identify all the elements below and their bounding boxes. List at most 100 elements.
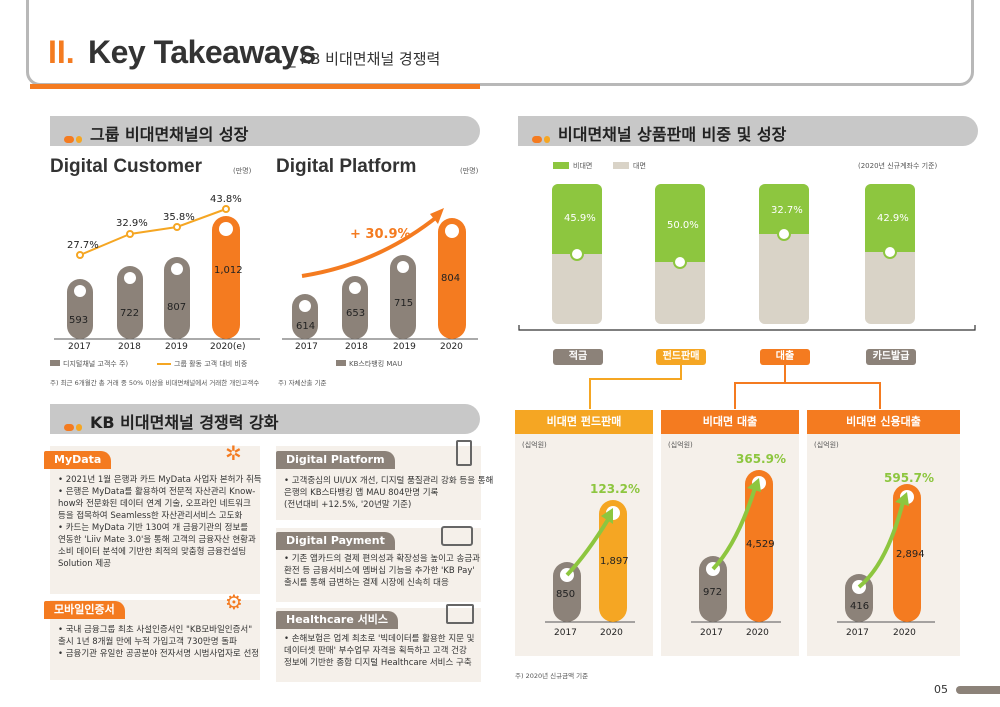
year-label: 2017 bbox=[700, 628, 723, 638]
bar-value: 653 bbox=[346, 308, 366, 319]
fund-chart bbox=[545, 500, 635, 623]
legend-mau: KB스타뱅킹 MAU bbox=[349, 360, 403, 368]
line-point bbox=[76, 251, 84, 259]
panel-charts bbox=[545, 470, 935, 623]
panel-header-fund: 비대면 펀드판매 bbox=[515, 410, 653, 434]
section-title: 그룹 비대면채널의 성장 bbox=[90, 125, 249, 144]
legend-swatch-online bbox=[553, 162, 569, 169]
bullet-dots-icon bbox=[64, 416, 84, 435]
year-label: 2017 bbox=[846, 628, 869, 638]
mobile-icon bbox=[456, 440, 472, 466]
year-label: 2018 bbox=[118, 342, 141, 352]
bar-dot bbox=[397, 261, 409, 273]
category-fund: 펀드판매 bbox=[656, 349, 706, 365]
year-label: 2019 bbox=[393, 342, 416, 352]
bar-dot bbox=[349, 282, 361, 294]
card-mydata bbox=[50, 446, 260, 594]
panel-growth: 365.9% bbox=[736, 452, 786, 466]
share-note: (2020년 신규계좌수 기준) bbox=[858, 162, 938, 170]
bar-value: 593 bbox=[69, 315, 89, 326]
tag-platform: Digital Platform bbox=[276, 451, 395, 469]
page-title: Key Takeaways bbox=[88, 34, 316, 70]
share-bar-savings bbox=[552, 184, 602, 324]
category-loan: 대출 bbox=[760, 349, 810, 365]
panel-value-2020: 2,894 bbox=[896, 549, 925, 560]
header-accent-line bbox=[30, 84, 480, 89]
pct-label: 27.7% bbox=[67, 240, 99, 251]
page-subtitle: _ KB 비대면채널 경쟁력 bbox=[288, 50, 441, 68]
profile-icon bbox=[446, 604, 474, 624]
footnote: 주) 최근 6개월간 총 거래 중 50% 이상을 비대면채널에서 거래한 개인… bbox=[50, 379, 260, 387]
ratio-line bbox=[79, 208, 227, 256]
year-label: 2020(e) bbox=[210, 342, 246, 352]
bar-value: 804 bbox=[441, 273, 461, 284]
pct-label: 43.8% bbox=[210, 194, 242, 205]
bar-value: 614 bbox=[296, 321, 316, 332]
category-savings: 적금 bbox=[553, 349, 603, 365]
year-label: 2020 bbox=[440, 342, 463, 352]
legend-online: 비대면 bbox=[573, 162, 593, 170]
legend-swatch-offline bbox=[613, 162, 629, 169]
bar-value: 715 bbox=[394, 298, 414, 309]
share-pct: 50.0% bbox=[667, 220, 699, 231]
bar-2019 bbox=[164, 257, 190, 339]
axis-bracket bbox=[518, 325, 976, 331]
panel-unit: (십억원) bbox=[814, 441, 839, 449]
bar-dot bbox=[445, 224, 459, 238]
legend-swatch-line bbox=[157, 363, 171, 365]
panel-unit: (십억원) bbox=[522, 441, 547, 449]
panel-value-2017: 850 bbox=[556, 589, 576, 600]
legend-bar: 디지털채널 고객수 주) bbox=[63, 360, 129, 368]
digital-platform-title: Digital Platform bbox=[276, 156, 417, 177]
digital-customer-title: Digital Customer bbox=[50, 156, 203, 177]
section-bar-share: 비대면채널 상품판매 비중 및 성장 bbox=[518, 116, 978, 146]
bar-2019 bbox=[390, 255, 416, 339]
year-label: 2020 bbox=[600, 628, 623, 638]
share-pct: 32.7% bbox=[771, 205, 803, 216]
legend-line: 그룹 활동 고객 대비 비중 bbox=[174, 360, 248, 368]
panel-growth: 123.2% bbox=[590, 482, 640, 496]
circuit-icon: ⚙ bbox=[225, 590, 243, 614]
line-point bbox=[126, 230, 134, 238]
growth-label: + 30.9% bbox=[350, 227, 411, 242]
section-title: 비대면채널 상품판매 비중 및 성장 bbox=[558, 125, 787, 144]
payment-text: • 기존 앱카드의 결제 편의성과 확장성을 높이고 송금과 환전 등 금융서비… bbox=[284, 554, 480, 588]
panel-credit bbox=[807, 434, 960, 656]
panel-growth: 595.7% bbox=[884, 471, 934, 485]
bullet-dots-icon bbox=[532, 128, 552, 147]
panel-footnote: 주) 2020년 신규금액 기준 bbox=[515, 672, 589, 680]
year-label: 2018 bbox=[345, 342, 368, 352]
panel-value-2017: 972 bbox=[703, 587, 723, 598]
growth-arrow bbox=[301, 214, 440, 278]
connector-lines bbox=[589, 365, 881, 409]
digital-customer-chart bbox=[54, 205, 260, 340]
share-bar-card bbox=[865, 184, 915, 324]
header-frame bbox=[26, 0, 974, 86]
panel-fund bbox=[515, 434, 653, 656]
tag-cert: 모바일인증서 bbox=[44, 601, 125, 619]
tag-payment: Digital Payment bbox=[276, 532, 395, 550]
panel-header-loan: 비대면 대출 bbox=[661, 410, 799, 434]
panel-header-credit: 비대면 신용대출 bbox=[807, 410, 960, 434]
credit-chart bbox=[837, 484, 935, 623]
share-bar-fund bbox=[655, 184, 705, 324]
bar-dot bbox=[74, 285, 86, 297]
share-chart bbox=[518, 184, 976, 331]
cert-text: • 국내 금융그룹 최초 사설인증서인 "KB모바일인증서" 출시 1년 8개월… bbox=[58, 625, 260, 659]
share-pct: 45.9% bbox=[564, 213, 596, 224]
panel-value-2020: 4,529 bbox=[746, 539, 775, 550]
legend-swatch bbox=[336, 360, 346, 366]
panel-unit: (십억원) bbox=[668, 441, 693, 449]
digital-platform-chart bbox=[282, 208, 478, 340]
section-bar-growth: 그룹 비대면채널의 성장 bbox=[50, 116, 480, 146]
legend-offline: 대면 bbox=[633, 162, 646, 170]
bar-value: 807 bbox=[167, 302, 187, 313]
year-label: 2017 bbox=[554, 628, 577, 638]
year-label: 2020 bbox=[893, 628, 916, 638]
bar-dot bbox=[124, 272, 136, 284]
year-label: 2020 bbox=[746, 628, 769, 638]
platform-text: • 고객중심의 UI/UX 개선, 디지털 품질관리 강화 등을 통해 은행의 … bbox=[284, 476, 494, 510]
mydata-text: • 2021년 1월 은행과 카드 MyData 사업자 본허가 취득 • 은행은… bbox=[58, 475, 262, 569]
digital-platform-unit: (만명) bbox=[460, 167, 479, 175]
bar-2017 bbox=[67, 279, 93, 339]
